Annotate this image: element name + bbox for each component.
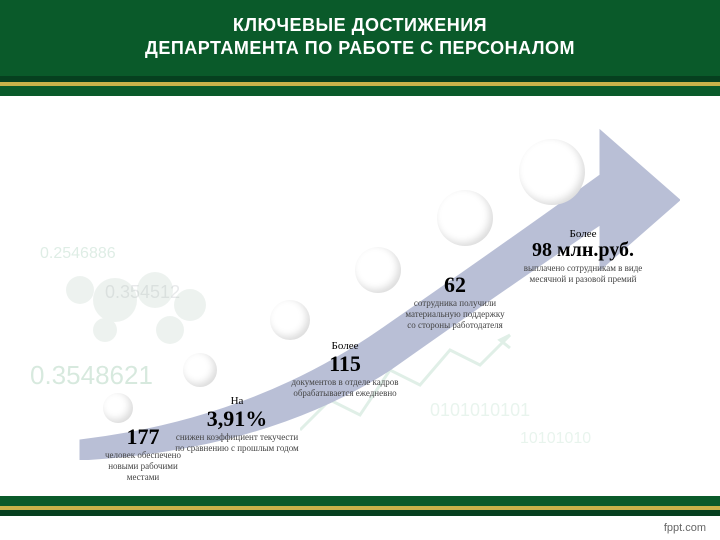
stripe-green-top: [0, 86, 720, 96]
metric-description: документов в отделе кадров обрабатываетс…: [290, 377, 400, 399]
arrow-circle: [519, 139, 585, 205]
metric-description: сотрудника получили материальную поддерж…: [400, 298, 510, 330]
slide: { "title_line1":"КЛЮЧЕВЫЕ ДОСТИЖЕНИЯ", "…: [0, 0, 720, 540]
metric-description: снижен коэффициент текучести по сравнени…: [172, 432, 302, 454]
title-line2: ДЕПАРТАМЕНТА ПО РАБОТЕ С ПЕРСОНАЛОМ: [145, 38, 575, 58]
metric-block: На3,91%снижен коэффициент текучести по с…: [172, 395, 302, 454]
metric-description: человек обеспечено новыми рабочими места…: [98, 450, 188, 482]
arrow-circle: [183, 353, 217, 387]
title-line1: КЛЮЧЕВЫЕ ДОСТИЖЕНИЯ: [233, 15, 487, 35]
metric-block: Более115документов в отделе кадров обраб…: [290, 340, 400, 399]
arrow-circle: [270, 300, 310, 340]
metric-block: Более98 млн.руб.выплачено сотрудникам в …: [518, 228, 648, 285]
arrow-circle: [103, 393, 133, 423]
footer-brand: fppt.com: [664, 522, 706, 534]
page-title: КЛЮЧЕВЫЕ ДОСТИЖЕНИЯ ДЕПАРТАМЕНТА ПО РАБО…: [0, 14, 720, 61]
metric-block: 62сотрудника получили материальную подде…: [400, 273, 510, 330]
metric-value: 3,91%: [172, 407, 302, 430]
metric-value: 62: [400, 273, 510, 296]
metric-description: выплачено сотрудникам в виде месячной и …: [518, 263, 648, 285]
arrow-circle: [437, 190, 493, 246]
footer: fppt.com: [0, 490, 720, 540]
arrow-circle: [355, 247, 401, 293]
metric-value: 98 млн.руб.: [518, 240, 648, 261]
metric-value: 115: [290, 352, 400, 375]
